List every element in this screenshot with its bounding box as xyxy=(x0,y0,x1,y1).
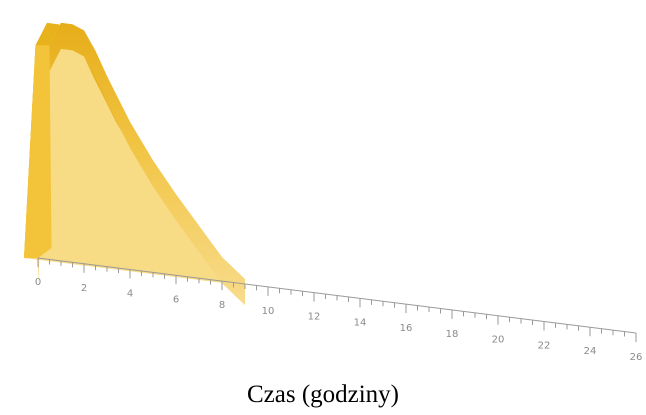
concentration-ribbon xyxy=(24,22,245,306)
x-tick-label: 26 xyxy=(630,352,643,363)
x-axis-label: Czas (godziny) xyxy=(246,381,400,408)
x-tick-label: 8 xyxy=(219,300,225,311)
x-tick-label: 0 xyxy=(35,277,41,288)
ribbon-front-band xyxy=(38,22,245,306)
x-tick-label: 2 xyxy=(81,283,87,294)
x-tick-label: 10 xyxy=(262,306,275,317)
x-tick-label: 12 xyxy=(308,312,321,323)
x-tick-label: 4 xyxy=(127,289,133,300)
ribbon-rising-face xyxy=(24,45,52,258)
x-tick-label: 20 xyxy=(492,335,505,346)
x-tick-label: 22 xyxy=(538,340,551,351)
x-tick-label: 24 xyxy=(584,346,597,357)
x-tick-label: 6 xyxy=(173,294,179,305)
x-tick-label: 18 xyxy=(446,329,459,340)
x-tick-label: 14 xyxy=(354,317,367,328)
x-tick-label: 16 xyxy=(400,323,413,334)
